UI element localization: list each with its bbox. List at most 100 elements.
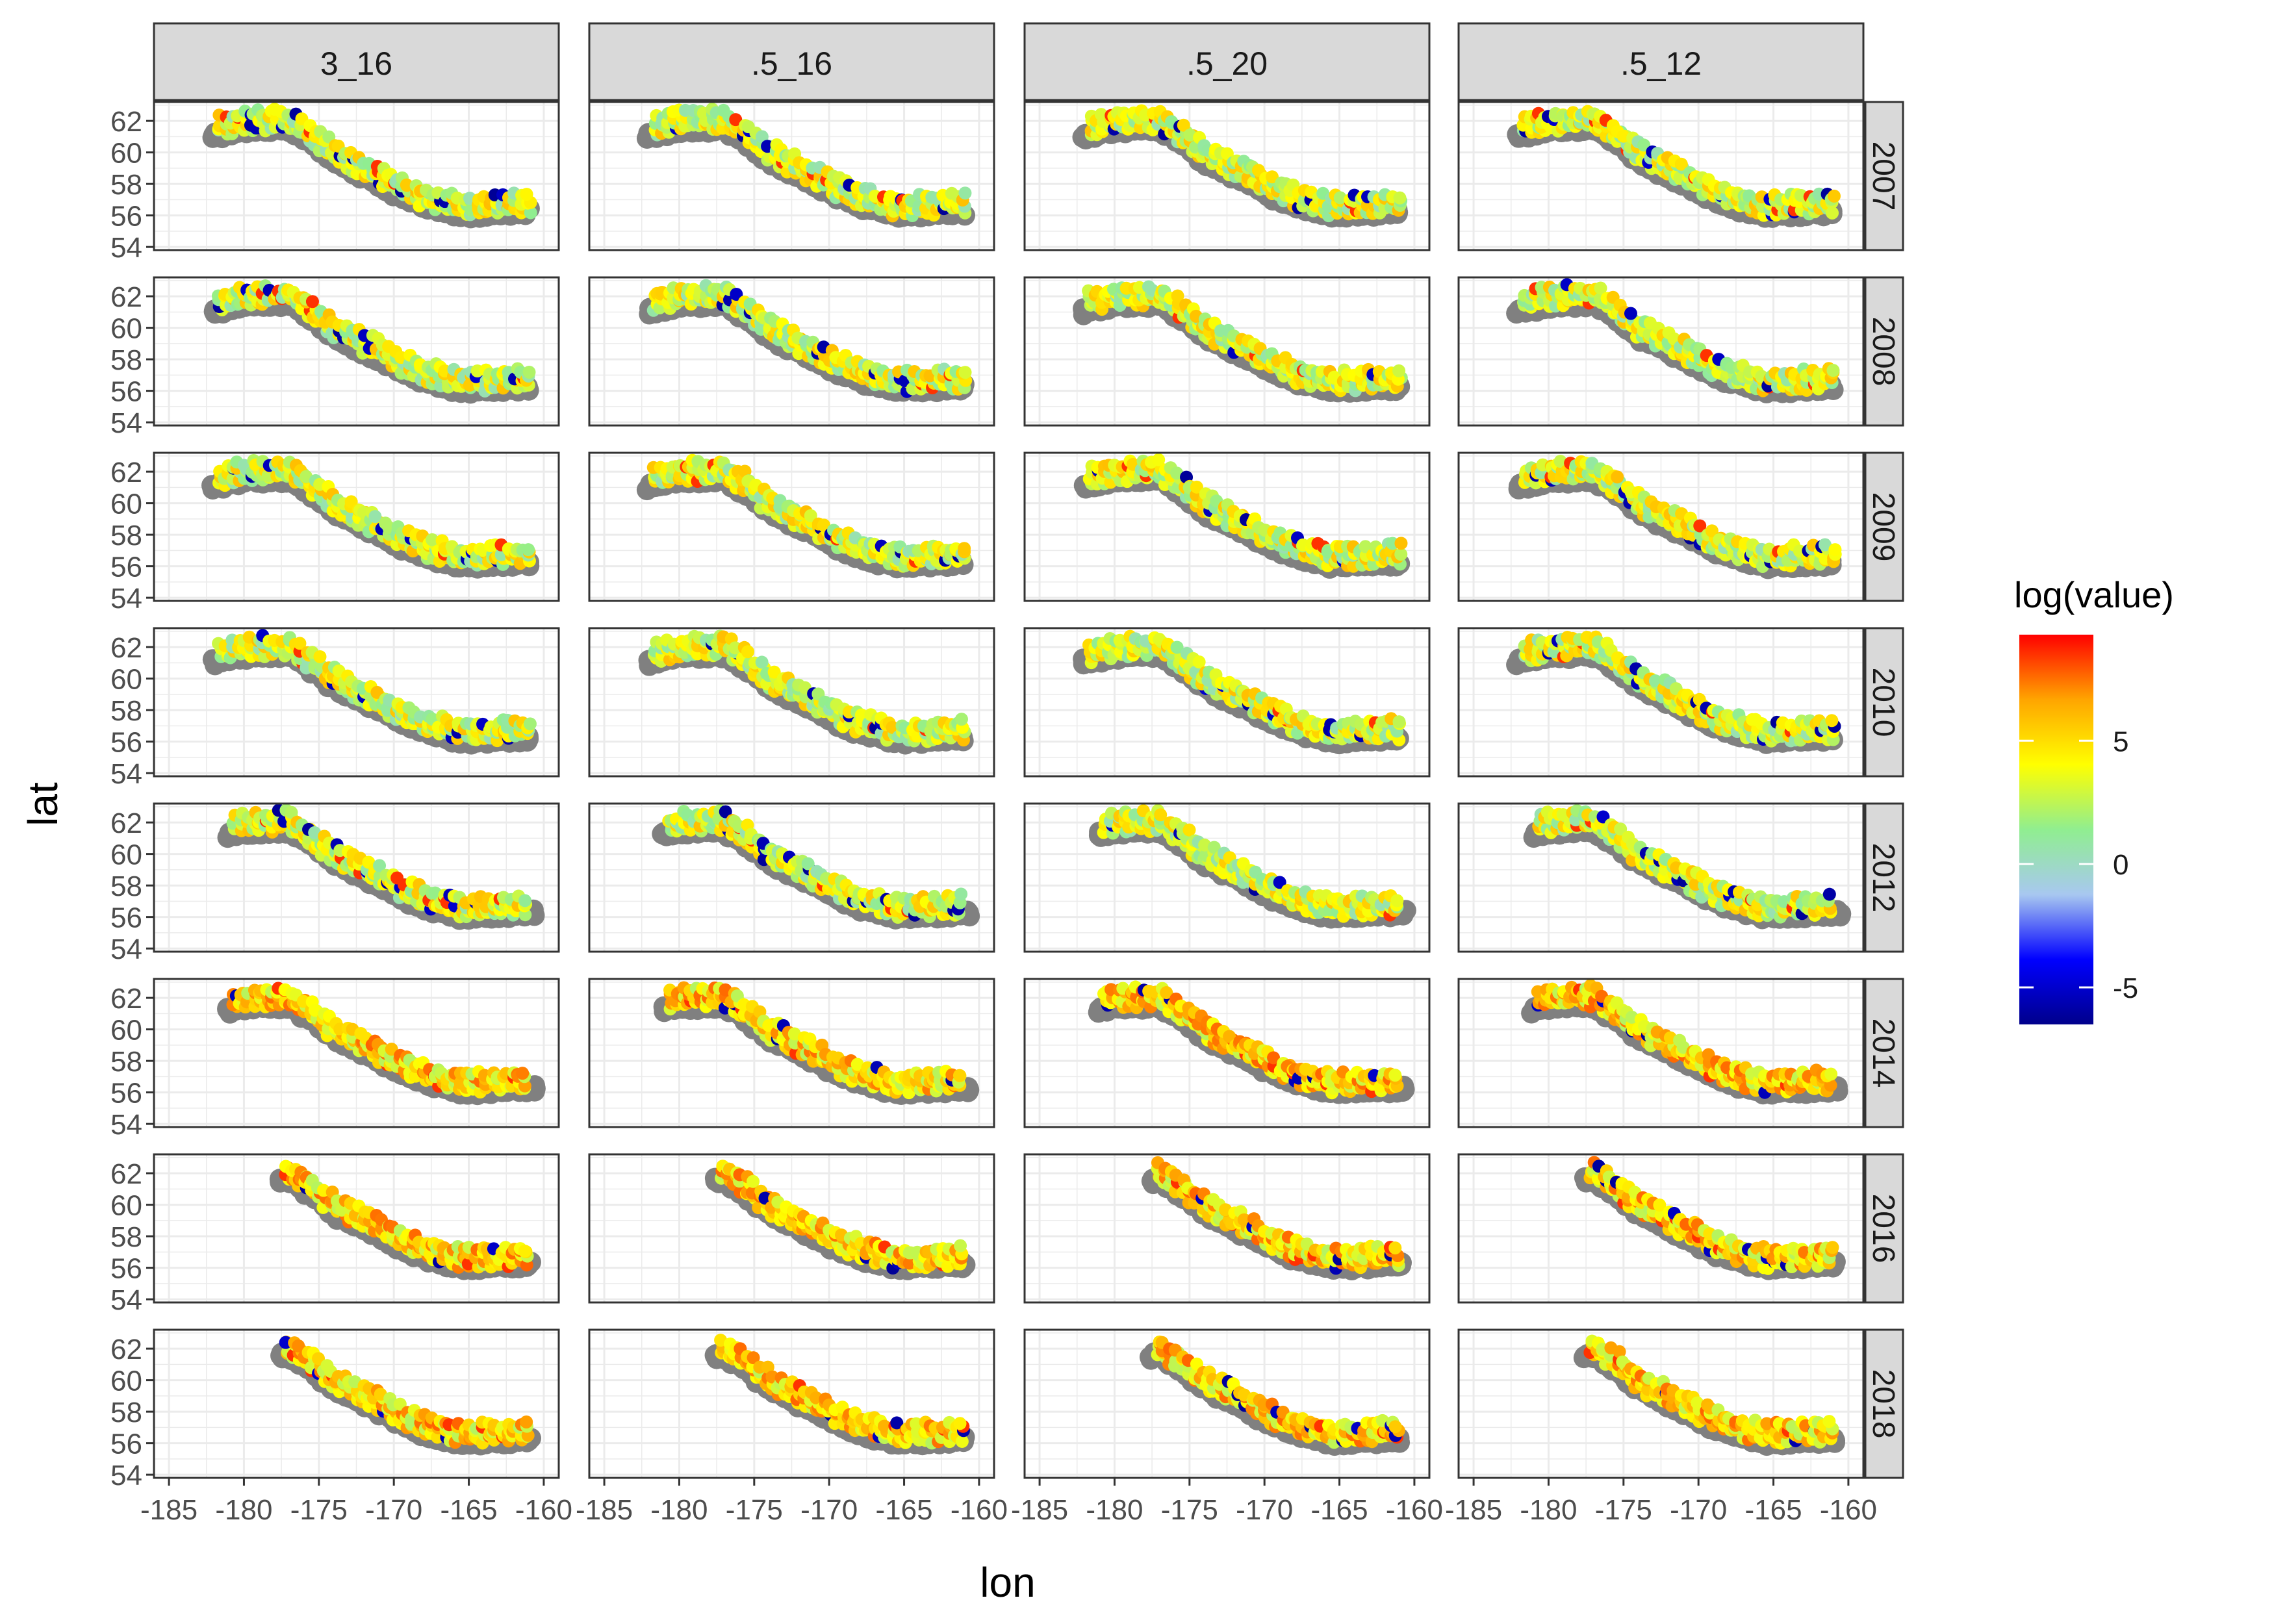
panel-border — [1457, 276, 1865, 427]
point — [1171, 289, 1184, 303]
y-tick-label: 56 — [110, 376, 142, 408]
facet-panel — [588, 276, 995, 427]
y-tick-label: 56 — [110, 727, 142, 759]
survey-points — [202, 103, 540, 229]
y-tick-label: 60 — [110, 664, 142, 696]
point — [1333, 191, 1347, 205]
point — [730, 288, 743, 301]
survey-points — [1507, 105, 1843, 228]
y-tick-label: 58 — [110, 169, 142, 201]
facet-panel — [1457, 627, 1865, 778]
facet-panel — [1023, 101, 1431, 251]
facet-panel — [588, 101, 995, 251]
facet-panel — [1457, 101, 1865, 251]
point — [767, 665, 781, 679]
panel-border — [1457, 451, 1865, 602]
survey-points — [203, 279, 539, 404]
point — [522, 543, 535, 557]
y-tick-label: 60 — [110, 488, 142, 520]
survey-points — [1073, 629, 1409, 755]
facet-panel — [1457, 276, 1865, 427]
panel-border — [153, 276, 560, 427]
facet-column-strip: .5_16 — [588, 22, 995, 101]
survey-points — [638, 629, 974, 755]
facet-column-strip: .5_12 — [1457, 22, 1865, 101]
survey-points — [636, 103, 976, 228]
survey-points — [1508, 455, 1842, 579]
point — [741, 645, 755, 659]
y-tick-label: 62 — [110, 457, 142, 488]
facet-column-label: .5_20 — [1186, 45, 1268, 82]
y-tick-label: 56 — [110, 552, 142, 583]
point — [1826, 206, 1839, 220]
point — [1359, 540, 1372, 553]
survey-points — [1072, 104, 1409, 228]
survey-points — [1506, 278, 1844, 403]
point — [958, 366, 972, 379]
point — [954, 713, 968, 726]
y-tick-label: 62 — [110, 106, 142, 138]
y-tick-label: 62 — [110, 281, 142, 313]
panel-border — [153, 627, 560, 778]
point — [1818, 538, 1832, 552]
survey-points — [202, 629, 539, 755]
point — [1094, 108, 1108, 121]
y-tick-label: 58 — [110, 520, 142, 552]
point — [1594, 281, 1607, 295]
facet-panel — [1023, 451, 1431, 602]
point — [368, 510, 382, 524]
point — [804, 509, 817, 522]
point — [400, 179, 414, 192]
y-tick-label: 56 — [110, 201, 142, 233]
point — [755, 655, 769, 669]
y-tick-label: 54 — [110, 758, 142, 790]
facet-panel — [1023, 627, 1431, 778]
panel-border — [153, 451, 560, 602]
point — [293, 637, 307, 650]
panel-border — [1023, 101, 1431, 251]
y-tick-label: 54 — [110, 407, 142, 439]
y-tick-label: 58 — [110, 344, 142, 376]
point — [1826, 364, 1840, 377]
panel-border — [1023, 276, 1431, 427]
point — [305, 295, 319, 309]
gridlines — [154, 277, 559, 425]
point — [958, 186, 972, 200]
point — [755, 130, 769, 144]
y-tick-label: 60 — [110, 313, 142, 345]
facet-panel — [1457, 451, 1865, 602]
point — [426, 533, 439, 546]
point — [1693, 519, 1707, 533]
point — [313, 650, 327, 663]
point — [1170, 641, 1184, 654]
survey-points — [639, 279, 975, 403]
point — [1190, 480, 1203, 494]
facet-column-strip: 3_16 — [153, 22, 560, 101]
facet-column-label: .5_12 — [1620, 45, 1702, 82]
point — [1827, 189, 1841, 203]
point — [958, 542, 971, 555]
y-tick-label: 58 — [110, 695, 142, 727]
survey-points — [1506, 630, 1843, 754]
panel-border — [1023, 451, 1431, 602]
facet-row-strip: 2008 — [1864, 276, 1904, 427]
facet-column-label: .5_16 — [751, 45, 832, 82]
panel-border — [588, 276, 995, 427]
point — [523, 717, 537, 731]
point — [1828, 543, 1842, 557]
facet-row-label: 2007 — [1866, 142, 1900, 211]
point — [522, 365, 536, 379]
point — [1393, 191, 1407, 205]
panel-border — [588, 451, 995, 602]
point — [817, 518, 831, 532]
facet-row-strip: 2007 — [1864, 101, 1904, 251]
facet-panel — [588, 627, 995, 778]
point — [1674, 157, 1688, 171]
facet-row-label: 2009 — [1866, 492, 1900, 562]
point — [1152, 453, 1166, 466]
